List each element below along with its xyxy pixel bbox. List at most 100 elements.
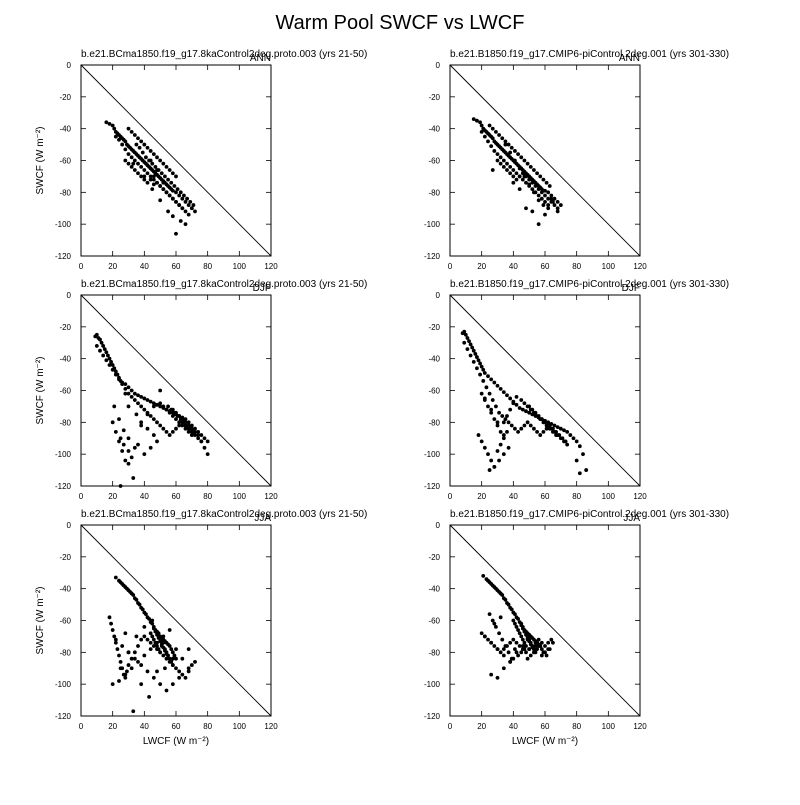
data-point <box>145 637 150 642</box>
data-point <box>513 158 517 163</box>
data-point <box>497 133 501 137</box>
data-point <box>528 653 533 658</box>
panel-season-label: DJF <box>622 283 640 294</box>
data-point <box>151 174 156 179</box>
panel-title: b.e21.BCma1850.f19_g17.8kaControl2deg.pr… <box>81 279 367 290</box>
data-point <box>199 433 204 437</box>
data-point <box>177 420 182 425</box>
panel-season-label: DJF <box>253 283 271 294</box>
data-point <box>498 161 503 166</box>
data-point <box>525 420 530 425</box>
data-point <box>142 177 147 182</box>
data-point <box>113 429 118 434</box>
data-point <box>161 161 166 166</box>
data-point <box>530 407 535 412</box>
data-point <box>202 436 207 441</box>
scatter-panel-1: 0 20 40 60 80 100 120 0 -20 -40 -60 -80 -100 -120 b.e2… <box>35 49 367 271</box>
data-point <box>536 187 541 192</box>
x-tick-label: 20 <box>108 492 117 501</box>
data-point <box>501 452 506 457</box>
data-point <box>155 180 159 185</box>
data-point <box>172 653 177 658</box>
data-point <box>520 407 525 412</box>
data-point <box>153 164 158 169</box>
data-point <box>148 414 153 418</box>
data-point <box>161 180 166 185</box>
data-point <box>166 653 170 658</box>
data-point <box>476 358 481 363</box>
data-point <box>546 196 551 201</box>
data-point <box>110 367 115 372</box>
data-point <box>479 391 484 396</box>
data-point <box>126 126 131 131</box>
data-point <box>489 458 494 463</box>
data-point <box>481 379 486 383</box>
panel-title: b.e21.BCma1850.f19_g17.8kaControl2deg.pr… <box>81 509 367 520</box>
data-point <box>475 355 479 359</box>
data-point <box>155 647 159 652</box>
data-point <box>166 209 170 214</box>
figure-title: Warm Pool SWCF vs LWCF <box>275 12 525 34</box>
data-point <box>549 426 554 431</box>
data-point <box>513 426 517 431</box>
data-point <box>508 407 513 412</box>
y-axis-label: SWCF (W m⁻²) <box>35 126 46 194</box>
y-tick-label: -20 <box>59 553 71 562</box>
y-tick-label: -60 <box>428 157 440 166</box>
data-point <box>543 212 547 217</box>
data-point <box>508 150 513 155</box>
data-point <box>536 222 541 227</box>
data-point <box>489 410 494 415</box>
data-point <box>132 650 137 655</box>
data-point <box>495 588 500 593</box>
data-point <box>155 632 159 637</box>
data-point <box>183 222 188 227</box>
data-point <box>558 436 563 441</box>
data-point <box>186 420 191 425</box>
data-point <box>473 351 478 356</box>
data-point <box>505 601 509 605</box>
data-point <box>479 364 484 369</box>
data-point <box>139 637 144 642</box>
data-point <box>509 423 514 428</box>
data-point <box>487 612 492 617</box>
data-point <box>142 142 147 147</box>
data-point <box>158 682 163 687</box>
data-point <box>505 414 509 418</box>
reference-line-y-equals-minus-x <box>80 64 272 257</box>
data-point <box>517 406 522 410</box>
x-tick-label: 60 <box>172 262 181 271</box>
data-point <box>137 145 142 150</box>
data-point <box>486 374 490 379</box>
data-point <box>174 174 178 179</box>
data-point <box>170 414 175 418</box>
data-point <box>539 196 544 201</box>
data-point <box>489 581 494 586</box>
data-point <box>489 672 494 677</box>
data-point <box>468 342 473 347</box>
x-tick-label: 120 <box>264 492 278 501</box>
data-point <box>516 653 520 658</box>
data-point <box>486 452 490 457</box>
data-point <box>120 449 125 453</box>
y-tick-label: 0 <box>67 521 72 530</box>
data-point <box>533 640 538 645</box>
x-tick-label: 80 <box>203 492 212 501</box>
data-point <box>155 168 159 172</box>
data-point <box>144 155 148 160</box>
data-point <box>117 679 121 683</box>
data-point <box>118 659 123 664</box>
data-point <box>147 617 151 621</box>
data-point <box>516 152 520 157</box>
data-point <box>186 669 191 674</box>
data-point <box>150 618 155 623</box>
data-point <box>137 602 142 607</box>
x-tick-label: 100 <box>233 262 247 271</box>
data-point <box>140 150 145 155</box>
x-tick-label: 40 <box>140 492 149 501</box>
data-point <box>501 433 506 437</box>
data-point <box>536 637 541 642</box>
y-tick-label: 0 <box>67 291 72 300</box>
x-tick-label: 100 <box>602 722 616 731</box>
